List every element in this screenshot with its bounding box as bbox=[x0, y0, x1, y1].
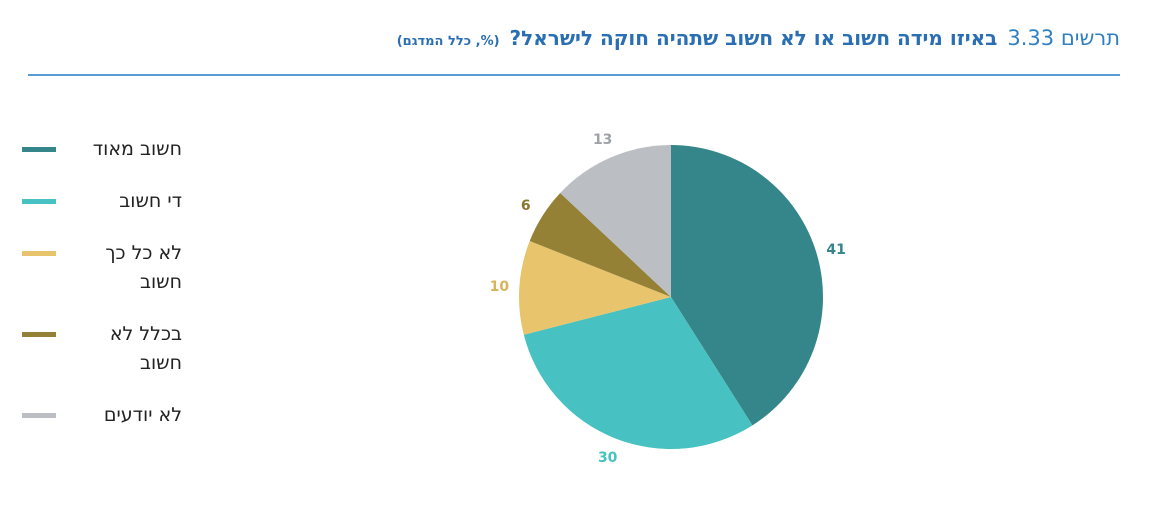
legend-swatch bbox=[22, 251, 56, 256]
data-label: 13 bbox=[593, 132, 612, 148]
data-label: 6 bbox=[521, 198, 531, 214]
pie-slice bbox=[529, 192, 671, 297]
pie-slice bbox=[671, 145, 824, 426]
legend-swatch bbox=[22, 199, 56, 204]
legend-label: חשוב מאוד bbox=[92, 138, 182, 160]
chart-header: תרשים 3.33 באיזו מידה חשוב או לא חשוב שת… bbox=[397, 26, 1120, 50]
legend-item: לא כל כך חשוב bbox=[20, 239, 182, 297]
pie-slice bbox=[519, 241, 671, 335]
legend-label: די חשוב bbox=[119, 190, 182, 212]
legend-label: לא כל כך חשוב bbox=[105, 242, 182, 293]
chart-subtitle: (%, כלל המדגם) bbox=[396, 34, 500, 49]
data-label: 30 bbox=[598, 450, 618, 466]
legend-swatch bbox=[22, 413, 56, 418]
data-label: 41 bbox=[826, 242, 845, 258]
legend-swatch bbox=[22, 332, 56, 337]
legend: חשוב מאוד די חשוב לא כל כך חשוב בכלל לא חשו… bbox=[20, 135, 182, 453]
chart-title: באיזו מידה חשוב או לא חשוב שתהיה חוקה לי… bbox=[509, 26, 998, 50]
legend-item: חשוב מאוד bbox=[20, 135, 182, 164]
data-label: 10 bbox=[490, 279, 510, 295]
legend-item: לא יודעים bbox=[20, 401, 182, 430]
figure-label: תרשים 3.33 bbox=[1007, 26, 1120, 50]
header-divider bbox=[28, 74, 1120, 76]
legend-label: לא יודעים bbox=[103, 404, 182, 426]
pie-slice bbox=[560, 145, 671, 297]
legend-item: די חשוב bbox=[20, 187, 182, 216]
pie-slice bbox=[523, 297, 753, 450]
legend-swatch bbox=[22, 147, 56, 152]
legend-label: בכלל לא חשוב bbox=[109, 323, 182, 374]
legend-item: בכלל לא חשוב bbox=[20, 320, 182, 378]
